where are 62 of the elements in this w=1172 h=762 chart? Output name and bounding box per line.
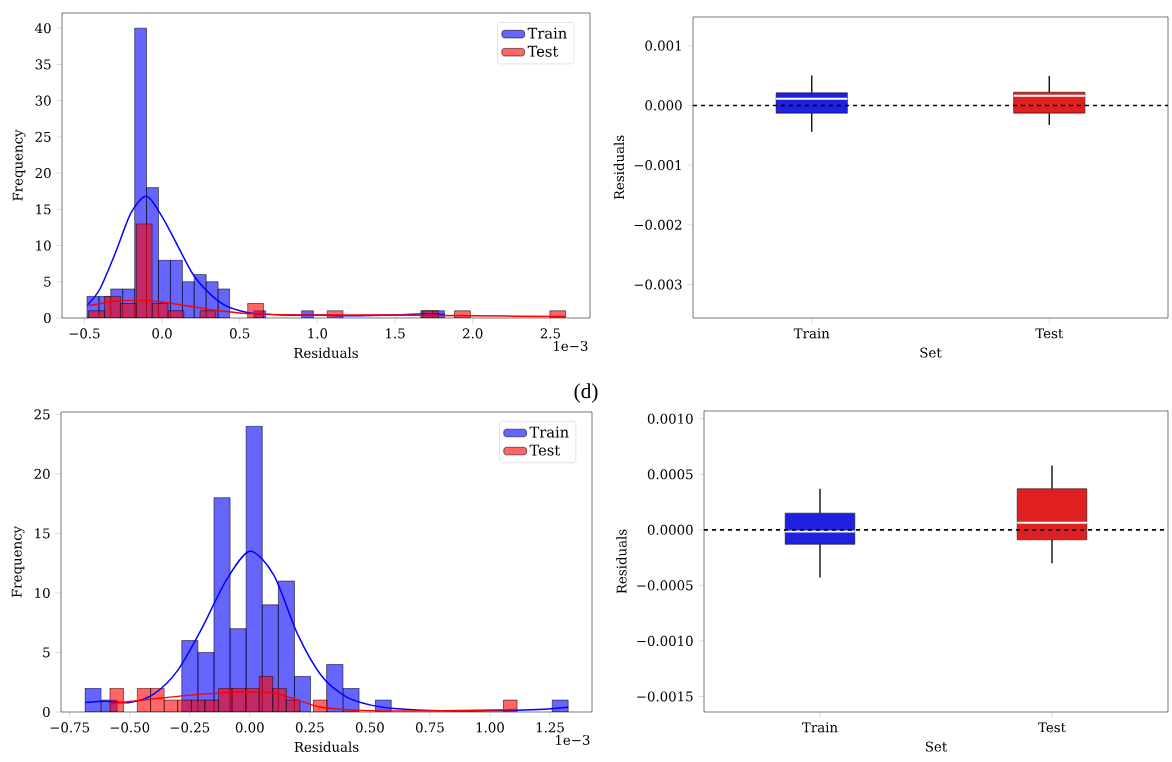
legend-label: Train: [529, 426, 569, 438]
y-tick-label: 0.000: [645, 100, 682, 111]
x-tick-label: Test: [1038, 722, 1066, 733]
y-axis-title: Frequency: [11, 525, 25, 598]
y-tick-label: 0.0000: [647, 524, 693, 535]
x-axis-title: Residuals: [294, 741, 359, 752]
x-axis-title: Set: [920, 347, 942, 358]
y-tick-label: 10: [35, 587, 50, 598]
x-tick-label: 0.75: [415, 722, 444, 733]
y-tick-label: 30: [35, 95, 51, 106]
x-tick-label: 2.0: [463, 328, 483, 339]
line-series: [84, 550, 569, 712]
text: 1e−3: [554, 340, 588, 351]
y-tick-label: −0.001: [634, 160, 681, 171]
x-tick-label: 0.25: [295, 722, 324, 733]
y-tick-label: 15: [35, 528, 50, 539]
y-tick-label: −0.0010: [637, 635, 693, 646]
legend-label: Test: [529, 444, 561, 456]
x-axis-title: Set: [925, 741, 948, 752]
legend-label: Train: [527, 27, 567, 39]
x-tick-label: −0.5: [69, 328, 100, 339]
x-tick-label: 1.00: [476, 722, 504, 733]
x-tick-label: 1.5: [386, 328, 405, 339]
y-axis-title: Residuals: [616, 529, 627, 594]
y-tick-label: 10: [36, 240, 51, 251]
x-tick-label: Train: [802, 722, 838, 733]
y-tick-label: 5: [43, 647, 50, 658]
y-tick-label: −0.0005: [637, 580, 693, 591]
y-tick-label: 5: [44, 276, 51, 287]
y-axis-title: Frequency: [12, 129, 26, 201]
y-tick-label: 35: [35, 59, 51, 70]
y-tick-label: 40: [35, 23, 51, 34]
x-tick-label: 0.0: [152, 328, 172, 339]
text: (d): [574, 383, 598, 403]
legend-label: Test: [527, 45, 559, 57]
x-tick-label: 1.0: [308, 328, 328, 339]
y-tick-label: −0.003: [634, 279, 682, 290]
y-tick-label: 15: [36, 204, 51, 215]
y-tick-label: −0.0015: [637, 691, 693, 702]
y-tick-label: 0: [43, 706, 50, 718]
x-tick-label: −0.75: [50, 722, 90, 733]
x-tick-label: −0.25: [170, 722, 210, 733]
y-tick-label: 25: [35, 131, 51, 142]
x-tick-label: 0.5: [229, 328, 250, 339]
x-tick-label: 2.5: [540, 328, 560, 339]
x-axis-title: Residuals: [294, 347, 358, 358]
y-tick-label: −0.002: [634, 219, 682, 230]
x-tick-label: Train: [793, 328, 830, 339]
y-tick-label: 0: [44, 312, 51, 324]
text: 1e−3: [556, 734, 590, 745]
x-tick-label: Test: [1035, 328, 1064, 339]
y-tick-label: 20: [35, 168, 51, 179]
y-tick-label: 20: [34, 468, 50, 479]
y-tick-label: 25: [34, 409, 50, 420]
y-axis-title: Residuals: [613, 135, 625, 200]
y-tick-label: 0.0010: [647, 413, 693, 424]
y-tick-label: 0.0005: [647, 469, 693, 480]
x-tick-label: 0.50: [355, 722, 384, 733]
x-tick-label: 0.00: [235, 722, 264, 733]
y-tick-label: 0.001: [645, 40, 681, 51]
x-tick-label: 1.25: [536, 722, 564, 733]
x-tick-label: −0.50: [110, 722, 150, 733]
